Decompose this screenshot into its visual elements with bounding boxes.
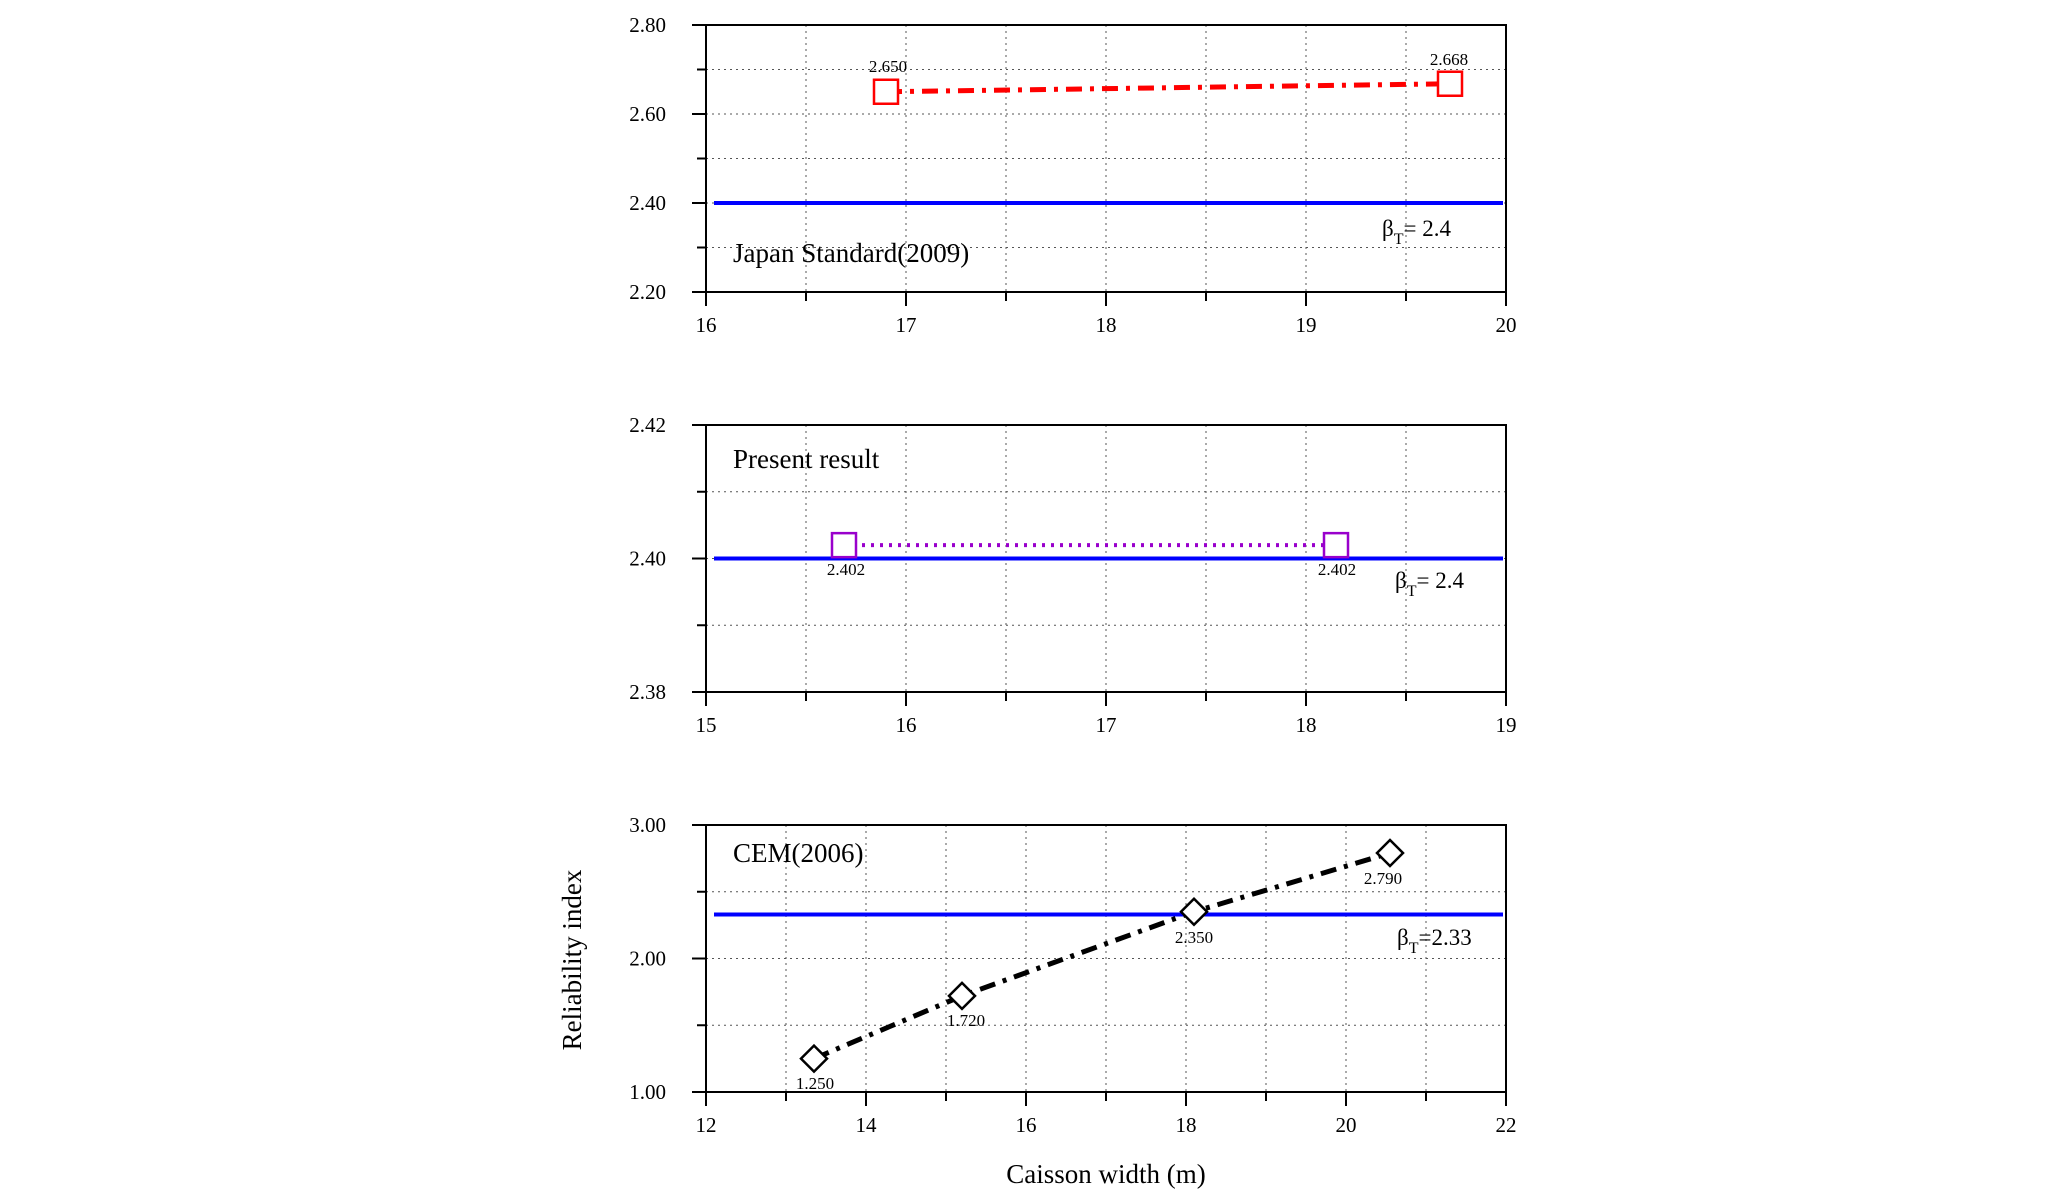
y-tick-label: 2.80 [629, 13, 666, 37]
x-tick-label: 22 [1496, 1113, 1517, 1137]
data-label: 1.720 [947, 1011, 985, 1030]
data-point [830, 531, 858, 559]
data-label: 2.350 [1175, 928, 1213, 947]
x-tick-label: 16 [1016, 1113, 1037, 1137]
panel-present-result: 15 16 17 18 19 2.38 2.40 2.42 βT= 2.4 Present res… [629, 413, 1516, 737]
y-tick-label: 2.20 [629, 280, 666, 304]
y-tick-label: 2.60 [629, 102, 666, 126]
data-point [799, 1043, 829, 1074]
target-label: βT= 2.4 [1395, 568, 1464, 600]
y-tick-label: 3.00 [629, 813, 666, 837]
series-line [813, 850, 1391, 1061]
x-tick-label: 15 [696, 713, 717, 737]
target-label: βT=2.33 [1397, 925, 1472, 957]
x-tick-label: 18 [1096, 313, 1117, 337]
data-point [947, 981, 977, 1011]
y-tick-label: 2.42 [629, 413, 666, 437]
data-label: 2.668 [1430, 50, 1468, 69]
x-tick-label: 20 [1496, 313, 1517, 337]
series-line [885, 81, 1451, 95]
panel-title: Japan Standard(2009) [733, 238, 969, 268]
data-label: 2.650 [869, 57, 907, 76]
y-tick-label: 1.00 [629, 1080, 666, 1104]
target-label: βT= 2.4 [1382, 216, 1451, 248]
data-label: 2.790 [1364, 869, 1402, 888]
x-tick-label: 16 [696, 313, 717, 337]
y-tick-label: 2.40 [629, 191, 666, 215]
x-tick-label: 12 [696, 1113, 717, 1137]
x-tick-label: 14 [856, 1113, 878, 1137]
data-point [1179, 897, 1209, 927]
data-point [1375, 838, 1405, 868]
panel-title: CEM(2006) [733, 838, 864, 868]
data-label: 1.250 [796, 1074, 834, 1093]
data-point [1436, 70, 1464, 97]
x-tick-label: 18 [1296, 713, 1317, 737]
y-axis-title: Reliability index [557, 869, 587, 1050]
x-tick-label: 17 [1096, 713, 1117, 737]
x-tick-label: 17 [896, 313, 917, 337]
x-tick-label: 16 [896, 713, 917, 737]
data-label: 2.402 [827, 560, 865, 579]
y-tick-label: 2.00 [629, 947, 666, 971]
panel-japan-standard: 16 17 18 19 20 2.20 2.40 2.60 2.80 βT= 2.4 Japan S… [629, 13, 1516, 337]
x-axis-title: Caisson width (m) [1006, 1159, 1206, 1189]
x-tick-label: 18 [1176, 1113, 1197, 1137]
y-tick-label: 2.38 [629, 680, 666, 704]
data-point [872, 78, 900, 105]
x-tick-label: 20 [1336, 1113, 1357, 1137]
y-tick-label: 2.40 [629, 547, 666, 571]
data-label: 2.402 [1318, 560, 1356, 579]
x-tick-label: 19 [1496, 713, 1517, 737]
panel-cem: 12 14 16 18 20 22 1.00 2.00 3.00 βT=2.33 CEM(2006)… [629, 813, 1516, 1137]
panel-title: Present result [733, 444, 880, 474]
x-tick-label: 19 [1296, 313, 1317, 337]
data-point [1322, 531, 1350, 559]
